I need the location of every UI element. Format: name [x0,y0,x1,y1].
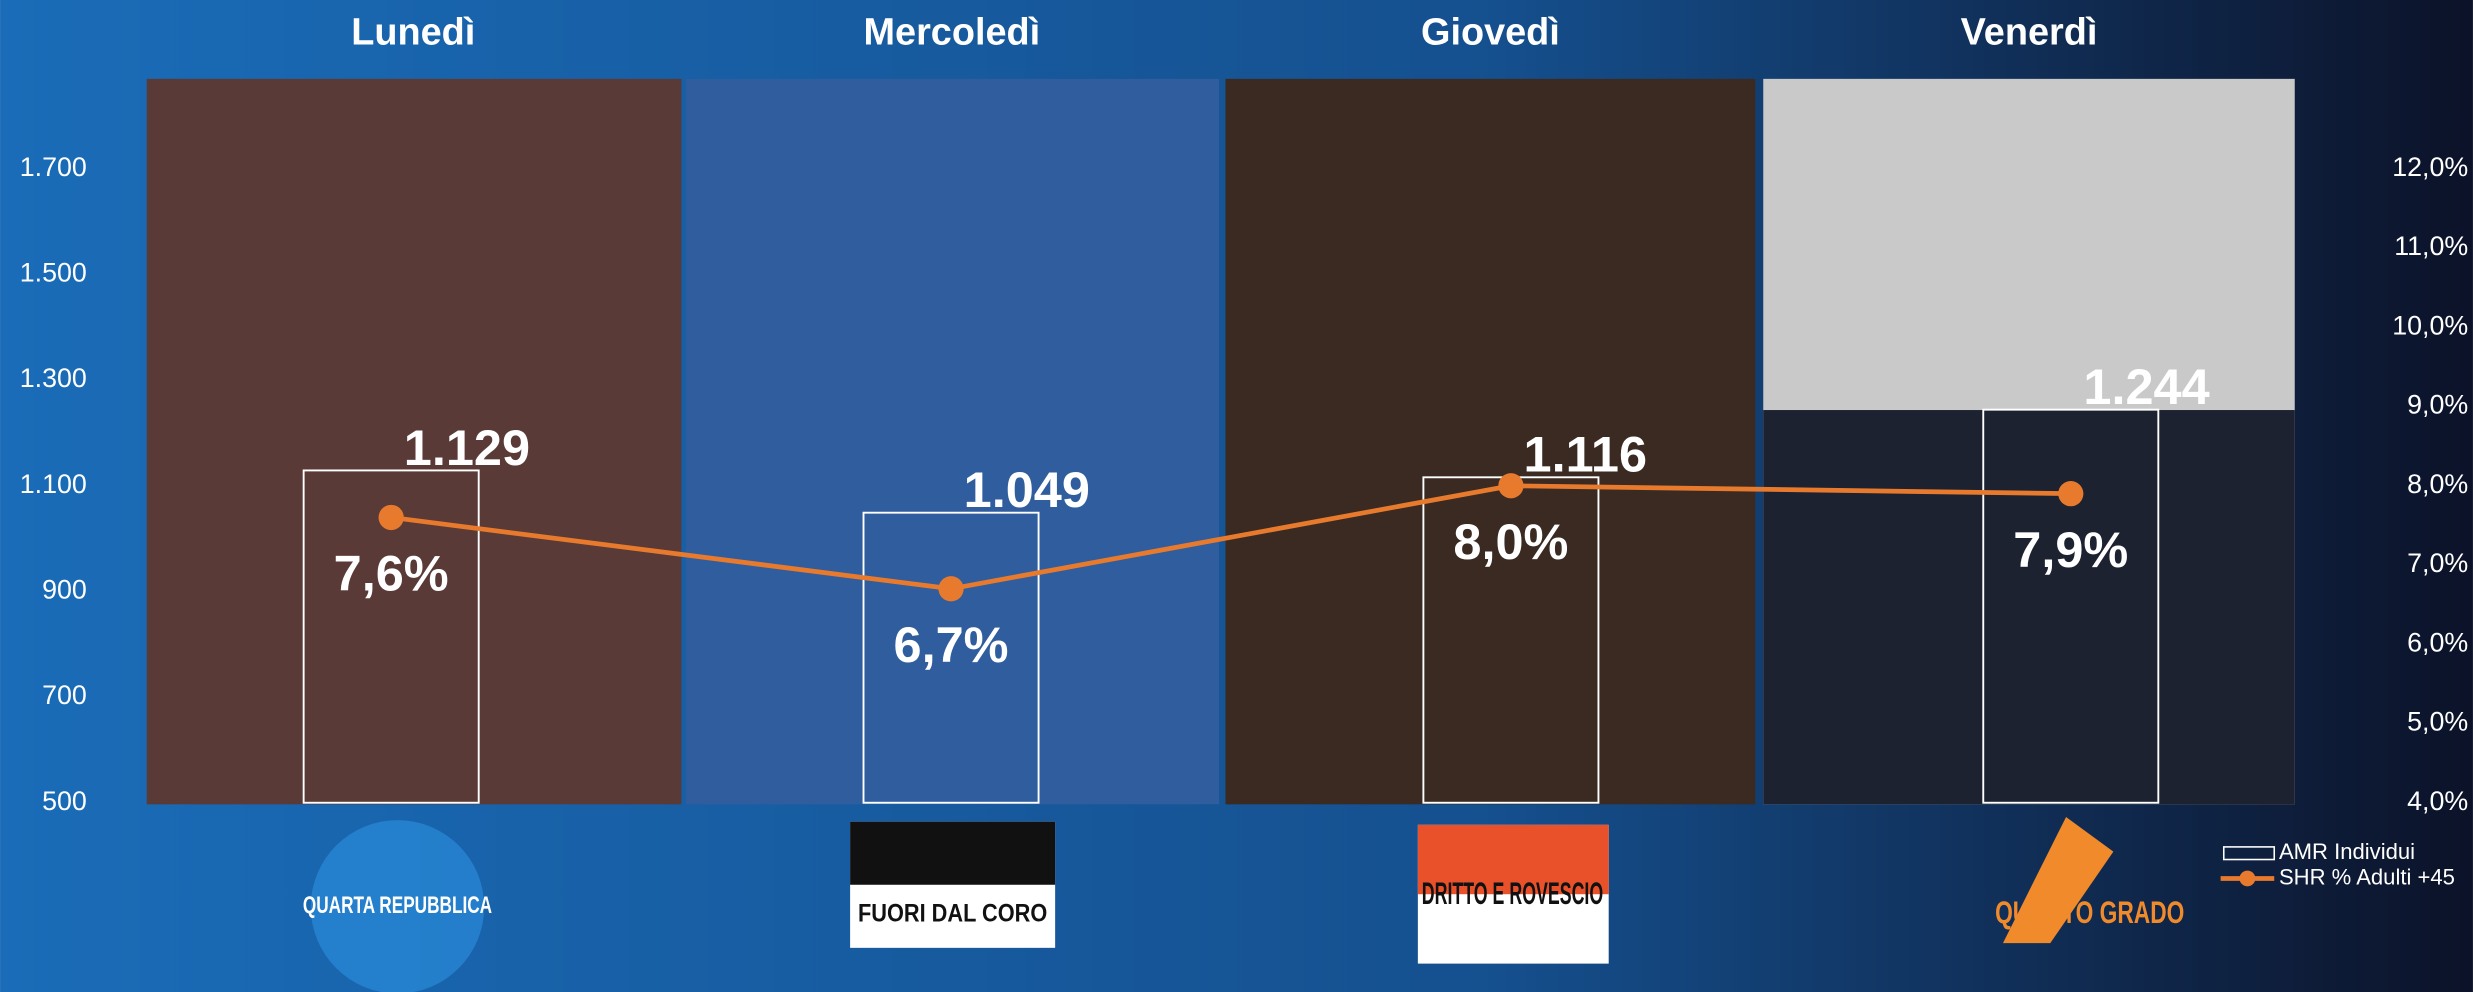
photo-panel [686,79,1219,804]
x-tick-label: Venerdì [1961,12,2098,54]
y-tick-label: 900 [42,574,87,604]
logo-text: DRITTO E ROVESCIO [1422,875,1603,911]
line-value-label: 7,9% [2013,521,2128,578]
line-value-label: 7,6% [334,545,449,602]
x-tick-label: Giovedì [1421,12,1560,54]
logo-text: FUORI DAL CORO [858,899,1047,927]
y2-tick-label: 11,0% [2394,231,2468,261]
y-tick-label: 1.500 [20,257,87,287]
y2-tick-label: 9,0% [2407,390,2468,420]
legend-label: AMR Individui [2279,839,2415,864]
y2-tick-label: 10,0% [2392,310,2468,340]
bar-value-label: 1.129 [404,419,530,476]
legend-swatch [2240,871,2256,887]
y-tick-label: 1.100 [20,469,87,499]
line-value-label: 6,7% [894,616,1009,673]
logo-text: QUARTO GRADO [1995,894,2184,930]
logo-text: QUARTA REPUBBLICA [303,893,492,919]
x-tick-label: Lunedì [351,12,475,54]
y-tick-label: 1.300 [20,363,87,393]
photo-panel [1225,79,1755,804]
line-point [2058,481,2083,506]
x-tick-label: Mercoledì [864,12,1041,54]
y2-tick-label: 12,0% [2392,152,2468,182]
line-point [379,505,404,530]
line-value-label: 8,0% [1453,513,1568,570]
photo-panel [1763,410,2294,804]
legend-label: SHR % Adulti +45 [2279,864,2455,889]
y-tick-label: 1.700 [20,152,87,182]
line-point [1498,473,1523,498]
logo-badge [850,822,1055,885]
y2-tick-label: 7,0% [2407,548,2468,578]
y2-tick-label: 6,0% [2407,627,2468,657]
bar-value-label: 1.244 [2083,358,2209,415]
y2-tick-label: 4,0% [2407,786,2468,816]
line-point [938,576,963,601]
chart: 500 700 900 1.100 1.300 1.500 1.700 4,0% 5,0% 6,0… [0,0,2473,992]
y-tick-label: 500 [42,786,87,816]
bar-value-label: 1.049 [964,461,1090,518]
y2-tick-label: 8,0% [2407,469,2468,499]
bar-value-label: 1.116 [1524,426,1647,483]
y2-tick-label: 5,0% [2407,707,2468,737]
y-tick-label: 700 [42,680,87,710]
